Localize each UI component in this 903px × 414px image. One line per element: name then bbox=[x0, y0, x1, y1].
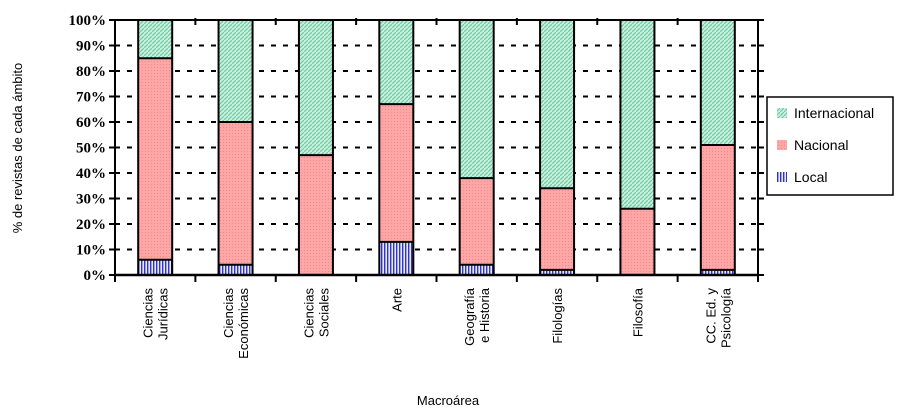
y-tick-label: 90% bbox=[76, 39, 106, 55]
x-category-label-line: Económicas bbox=[236, 288, 251, 359]
bar-segment-nacional bbox=[459, 178, 494, 265]
x-axis-title: Macroárea bbox=[417, 393, 480, 408]
legend-label-internacional: Internacional bbox=[794, 105, 874, 121]
x-category-label: Filosofía bbox=[630, 287, 645, 337]
bar-segment-nacional bbox=[218, 122, 253, 265]
x-category-label-line: Ciencias bbox=[301, 288, 316, 338]
x-category-label: Geografía e Historia bbox=[462, 287, 492, 346]
bar-segment-internacional bbox=[379, 20, 414, 105]
x-category-label-line: Sociales bbox=[316, 288, 331, 338]
x-category-label: Ciencias Sociales bbox=[301, 288, 331, 338]
bar-stack bbox=[297, 19, 334, 276]
y-tick-label: 70% bbox=[76, 90, 106, 106]
bar-segment-internacional bbox=[218, 20, 253, 122]
x-category-label: Filologías bbox=[550, 288, 565, 344]
y-tick-label: 50% bbox=[76, 141, 106, 157]
y-tick-labels: 0% 10% 20% 30% 40% 50% 60% 70% 80% 90% 100% bbox=[69, 13, 107, 284]
gridlines bbox=[115, 44, 758, 251]
bar-stack bbox=[458, 19, 495, 276]
bar-segment-internacional bbox=[298, 20, 333, 156]
bar-segment-internacional bbox=[459, 20, 494, 179]
bar-stack bbox=[378, 19, 415, 276]
bar-stack bbox=[217, 19, 254, 276]
legend-swatch-local bbox=[777, 172, 787, 182]
x-category-label-line: Arte bbox=[389, 288, 404, 312]
bar-segment-local bbox=[379, 241, 414, 275]
axes bbox=[109, 18, 764, 282]
x-category-label-line: Jurídicas bbox=[156, 288, 171, 341]
bar-segment-internacional bbox=[138, 20, 173, 59]
x-category-label: Arte bbox=[389, 288, 404, 312]
y-tick-label: 80% bbox=[76, 64, 106, 80]
bars bbox=[137, 19, 736, 276]
bar-stack bbox=[539, 19, 576, 276]
x-category-label-line: e Historia bbox=[477, 287, 492, 343]
x-category-label-line: Geografía bbox=[462, 287, 477, 346]
legend-label-nacional: Nacional bbox=[794, 137, 848, 153]
bar-stack bbox=[619, 19, 656, 276]
x-category-label-line: CC. Ed. y bbox=[703, 288, 718, 344]
legend-swatch-nacional bbox=[777, 140, 787, 150]
legend-swatch-internacional bbox=[777, 108, 787, 118]
bar-segment-internacional bbox=[540, 20, 575, 189]
y-tick-label: 100% bbox=[69, 13, 107, 29]
x-category-label: CC. Ed. y Psicología bbox=[703, 287, 733, 348]
bar-segment-local bbox=[700, 269, 735, 275]
bar-segment-internacional bbox=[700, 20, 735, 145]
bar-stack bbox=[699, 19, 736, 276]
y-tick-label: 40% bbox=[76, 166, 106, 182]
x-category-label: Ciencias Jurídicas bbox=[141, 288, 171, 341]
x-category-label-line: Ciencias bbox=[221, 288, 236, 338]
x-category-label-line: Filosofía bbox=[630, 287, 645, 337]
x-category-label-line: Filologías bbox=[550, 288, 565, 344]
x-category-label: Ciencias Económicas bbox=[221, 288, 251, 359]
y-axis-title: % de revistas de cada ámbito bbox=[10, 63, 25, 234]
x-category-labels: Ciencias Jurídicas Ciencias Económicas Cienc… bbox=[141, 287, 734, 359]
legend-label-local: Local bbox=[794, 169, 827, 185]
bar-segment-local bbox=[540, 269, 575, 275]
bar-segment-nacional bbox=[298, 155, 333, 275]
bar-segment-internacional bbox=[620, 20, 655, 209]
y-tick-label: 30% bbox=[76, 192, 106, 208]
legend: Internacional Nacional Local bbox=[766, 96, 894, 196]
bar-segment-nacional bbox=[379, 104, 414, 242]
bar-segment-nacional bbox=[138, 58, 173, 260]
x-category-label-line: Ciencias bbox=[141, 288, 156, 338]
bar-segment-nacional bbox=[700, 144, 735, 270]
bar-stack bbox=[137, 19, 174, 276]
bar-segment-local bbox=[138, 259, 173, 275]
y-tick-label: 20% bbox=[76, 217, 106, 233]
y-tick-label: 60% bbox=[76, 115, 106, 131]
bar-segment-local bbox=[218, 264, 253, 275]
y-tick-label: 0% bbox=[84, 268, 107, 284]
bar-segment-nacional bbox=[620, 208, 655, 275]
bar-segment-local bbox=[459, 264, 494, 275]
legend-box bbox=[766, 96, 894, 196]
y-tick-label: 10% bbox=[76, 243, 106, 259]
x-category-label-line: Psicología bbox=[718, 287, 733, 348]
bar-segment-nacional bbox=[540, 188, 575, 270]
